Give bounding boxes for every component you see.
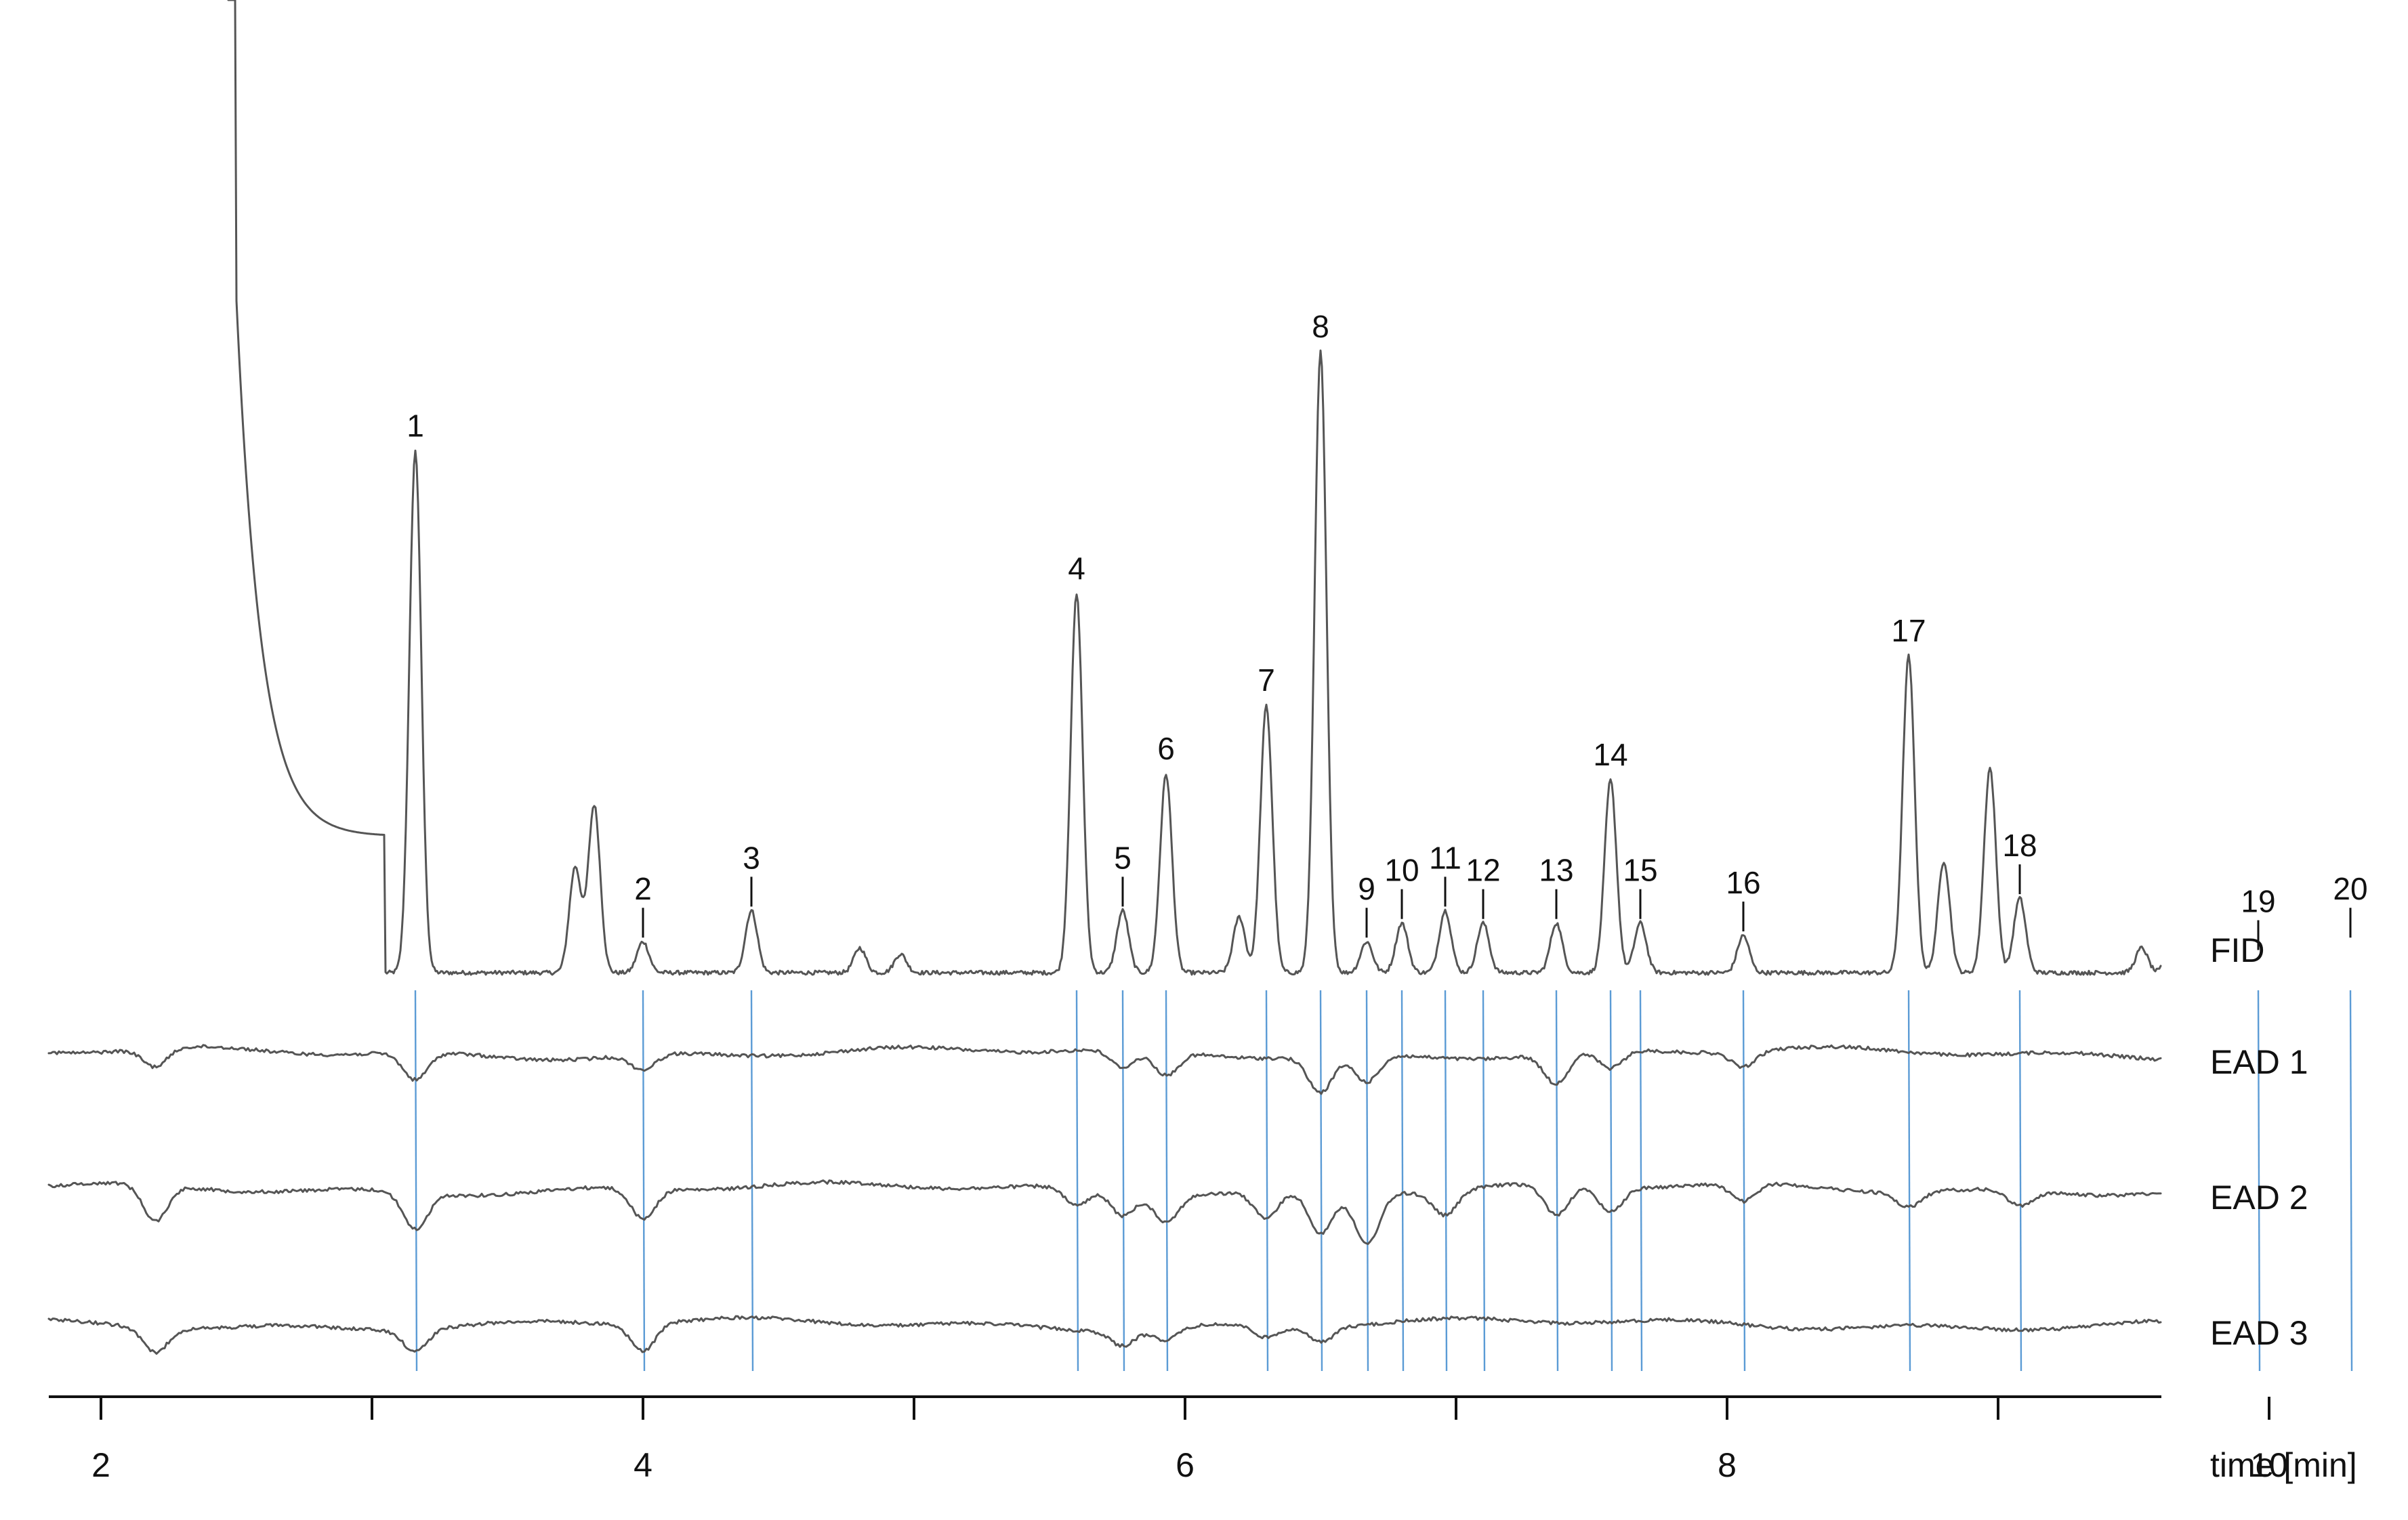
ead-marker-line [1319,990,1323,1372]
peak-label: 17 [1891,613,1926,648]
peak-label: 14 [1593,737,1627,772]
trace-label: FID [2210,931,2265,969]
peak-label: 11 [1429,840,1461,875]
ead-trace-line [47,1044,2162,1095]
ead-marker-line [1482,990,1486,1372]
peak-label: 19 [2241,884,2275,919]
peak-label: 8 [1312,309,1329,344]
ead-marker-line [1265,990,1269,1372]
x-axis-label: time [min] [2210,1446,2357,1484]
ead-marker-line [1075,990,1079,1372]
ead-marker-line [1121,990,1125,1372]
trace-label: EAD 1 [2210,1043,2308,1081]
trace-lines [47,0,2162,1355]
peak-label: 7 [1258,662,1275,698]
ead-marker-line [1639,990,1643,1372]
peak-label: 3 [743,840,760,875]
ead-marker-line [1555,990,1559,1372]
ead-marker-line [1400,990,1405,1372]
ead-trace-line [47,1315,2162,1355]
peak-label: 20 [2333,871,2367,906]
peak-label: 10 [1384,853,1419,888]
trace-label: EAD 2 [2210,1179,2308,1217]
ead-marker-line [1742,990,1746,1372]
ead-marker-line [2018,990,2022,1372]
peak-label: 6 [1157,731,1175,766]
time-axis: 246810121416 [49,1395,2288,1484]
ead-response-markers [414,990,2353,1372]
ead-marker-line [1444,990,1448,1372]
peak-label: 1 [407,408,424,444]
x-tick-label: 6 [1176,1446,1195,1484]
peak-label: 15 [1623,853,1657,888]
ead-marker-line [414,990,418,1372]
trace-label: EAD 3 [2210,1314,2308,1352]
fid-trace-line [227,0,2162,976]
peak-label: 12 [1466,853,1500,888]
peak-label: 9 [1358,871,1375,906]
ead-marker-line [2349,990,2353,1372]
peak-label: 13 [1539,853,1573,888]
ead-marker-line [1609,990,1613,1372]
peak-label: 18 [2002,828,2037,863]
peak-label: 2 [634,871,652,906]
ead-trace-line [47,1179,2162,1245]
x-tick-label: 8 [1718,1446,1737,1484]
ead-marker-line [642,990,646,1372]
x-tick-label: 10 [2250,1446,2288,1484]
x-tick-label: 2 [91,1446,110,1484]
ead-marker-line [2257,990,2261,1372]
ead-marker-line [1907,990,1911,1372]
ead-marker-line [750,990,754,1372]
x-tick-label: 4 [634,1446,652,1484]
ead-marker-line [1365,990,1369,1372]
peak-label: 4 [1068,551,1085,586]
peak-label: 16 [1726,865,1760,900]
ead-marker-line [1165,990,1169,1372]
peak-label: 5 [1114,840,1132,875]
